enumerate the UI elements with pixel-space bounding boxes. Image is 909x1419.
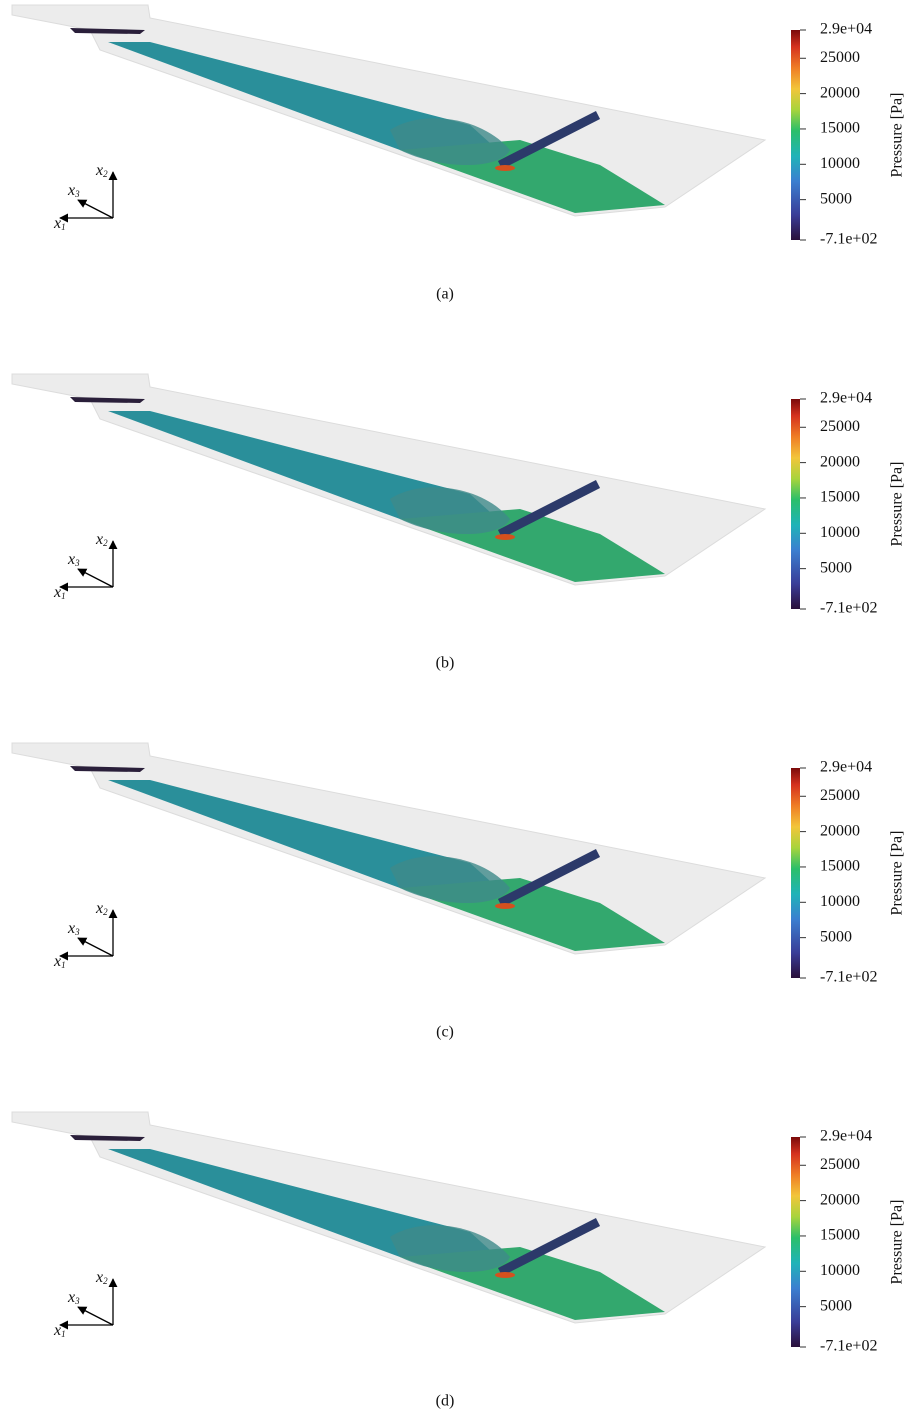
- axis-label: x3: [67, 182, 80, 199]
- colorbar-title: Pressure [Pa]: [889, 1200, 906, 1285]
- colorbar: [791, 30, 800, 240]
- colorbar-tick-label: 20000: [820, 84, 860, 101]
- axis-base: x: [67, 551, 75, 568]
- panel: x1x2x32.9e+04250002000015000100005000-7.…: [12, 743, 906, 1041]
- axis-sub: 1: [61, 960, 66, 970]
- axis-label: x1: [53, 215, 66, 232]
- panel: x1x2x32.9e+04250002000015000100005000-7.…: [12, 1112, 906, 1410]
- colorbar-tick-label: -7.1e+02: [820, 1338, 877, 1355]
- axis-base: x: [67, 182, 75, 199]
- colorbar-tick-label: 10000: [820, 1262, 860, 1279]
- axis-sub: 3: [74, 189, 80, 199]
- panel-label: (c): [436, 1024, 454, 1041]
- axis-sub: 1: [61, 1329, 66, 1339]
- axis-sub: 1: [61, 222, 66, 232]
- colorbar-tick-label: 20000: [820, 1191, 860, 1208]
- axis-sub: 2: [103, 907, 108, 917]
- axis-sub: 2: [103, 169, 108, 179]
- colorbar-tick-label: 10000: [820, 524, 860, 541]
- axis-base: x: [53, 215, 61, 232]
- colorbar-tick-label: -7.1e+02: [820, 231, 877, 248]
- colorbar-tick-label: -7.1e+02: [820, 969, 877, 986]
- colorbar-title: Pressure [Pa]: [889, 462, 906, 547]
- colorbar-tick-label: 15000: [820, 489, 860, 506]
- colorbar-title: Pressure [Pa]: [889, 831, 906, 916]
- axis-sub: 2: [103, 538, 108, 548]
- axis-base: x: [53, 953, 61, 970]
- axis-sub: 3: [74, 1296, 80, 1306]
- axis-arrow: [78, 938, 113, 956]
- hotspot: [495, 1272, 515, 1278]
- panel-label: (d): [436, 1393, 455, 1410]
- axis-label: x2: [95, 900, 108, 917]
- axis-base: x: [53, 1322, 61, 1339]
- colorbar-tick-label: 2.9e+04: [820, 21, 872, 38]
- colorbar-tick-label: 15000: [820, 120, 860, 137]
- axis-label: x3: [67, 551, 80, 568]
- colorbar-tick-label: 2.9e+04: [820, 390, 872, 407]
- figure: x1x2x32.9e+04250002000015000100005000-7.…: [0, 0, 909, 1419]
- colorbar-tick-label: -7.1e+02: [820, 600, 877, 617]
- axis-base: x: [95, 531, 103, 548]
- colorbar-tick-label: 25000: [820, 787, 860, 804]
- hotspot: [495, 534, 515, 540]
- axis-label: x1: [53, 1322, 66, 1339]
- panel: x1x2x32.9e+04250002000015000100005000-7.…: [12, 374, 906, 672]
- axis-arrow: [78, 569, 113, 587]
- axis-base: x: [67, 1289, 75, 1306]
- axis-base: x: [95, 162, 103, 179]
- axis-label: x2: [95, 1269, 108, 1286]
- axis-base: x: [95, 900, 103, 917]
- panel-label: (b): [436, 655, 455, 672]
- axis-label: x3: [67, 1289, 80, 1306]
- colorbar-tick-label: 10000: [820, 893, 860, 910]
- colorbar-tick-label: 5000: [820, 1297, 852, 1314]
- colorbar-tick-label: 25000: [820, 49, 860, 66]
- colorbar: [791, 1137, 800, 1347]
- axis-label: x3: [67, 920, 80, 937]
- axis-label: x1: [53, 953, 66, 970]
- colorbar-tick-label: 25000: [820, 418, 860, 435]
- axis-sub: 3: [74, 927, 80, 937]
- colorbar-tick-label: 2.9e+04: [820, 759, 872, 776]
- colorbar-tick-label: 10000: [820, 155, 860, 172]
- axis-base: x: [67, 920, 75, 937]
- colorbar: [791, 768, 800, 978]
- colorbar-tick-label: 15000: [820, 1227, 860, 1244]
- axis-sub: 1: [61, 591, 66, 601]
- axis-arrow: [78, 1307, 113, 1325]
- axis-label: x2: [95, 162, 108, 179]
- colorbar-tick-label: 5000: [820, 190, 852, 207]
- axis-sub: 2: [103, 1276, 108, 1286]
- axis-arrow: [78, 200, 113, 218]
- axis-label: x1: [53, 584, 66, 601]
- colorbar-tick-label: 5000: [820, 559, 852, 576]
- colorbar: [791, 399, 800, 609]
- colorbar-tick-label: 20000: [820, 453, 860, 470]
- colorbar-tick-label: 2.9e+04: [820, 1128, 872, 1145]
- colorbar-tick-label: 25000: [820, 1156, 860, 1173]
- colorbar-tick-label: 20000: [820, 822, 860, 839]
- hotspot: [495, 903, 515, 909]
- axis-label: x2: [95, 531, 108, 548]
- axis-base: x: [53, 584, 61, 601]
- colorbar-tick-label: 15000: [820, 858, 860, 875]
- hotspot: [495, 165, 515, 171]
- colorbar-title: Pressure [Pa]: [889, 93, 906, 178]
- colorbar-tick-label: 5000: [820, 928, 852, 945]
- axis-sub: 3: [74, 558, 80, 568]
- panel: x1x2x32.9e+04250002000015000100005000-7.…: [12, 5, 906, 303]
- axis-base: x: [95, 1269, 103, 1286]
- panel-label: (a): [436, 286, 454, 303]
